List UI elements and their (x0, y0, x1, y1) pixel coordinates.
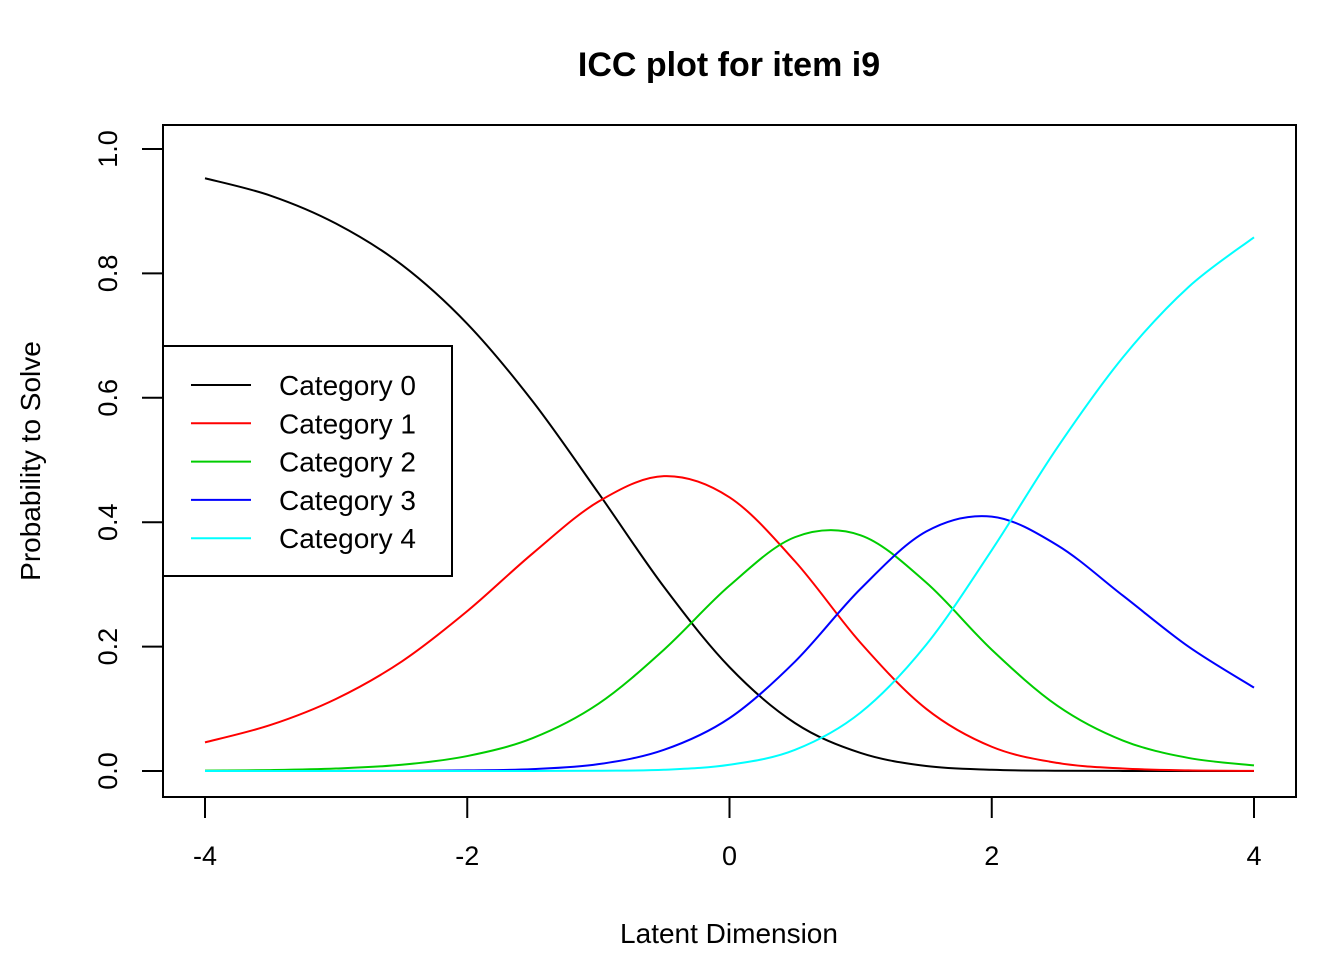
y-tick-label: 0.8 (93, 255, 123, 293)
series-line-category-1 (204, 475, 1255, 772)
legend-label: Category 1 (279, 408, 416, 439)
legend-label: Category 0 (279, 370, 416, 401)
x-tick-label: 2 (984, 841, 999, 871)
legend-item: Category 3 (191, 485, 416, 516)
legend-item: Category 4 (191, 523, 416, 554)
x-tick-label: 0 (722, 841, 737, 871)
y-tick-label: 0.0 (93, 752, 123, 790)
x-axis-label: Latent Dimension (620, 918, 838, 949)
series-line-category-2 (204, 529, 1255, 772)
legend-label: Category 4 (279, 523, 416, 554)
legend-label: Category 2 (279, 447, 416, 478)
x-tick-label: -2 (455, 841, 479, 871)
legend-item: Category 0 (191, 370, 416, 401)
curves (204, 177, 1255, 773)
series-line-category-4 (204, 236, 1255, 773)
y-axis: 0.0 0.2 0.4 0.6 0.8 1.0 (93, 130, 164, 790)
x-axis: -4 -2 0 2 4 (193, 796, 1262, 871)
y-tick-label: 1.0 (93, 130, 123, 168)
x-tick-label: -4 (193, 841, 217, 871)
legend-item: Category 1 (191, 408, 416, 439)
x-tick-label: 4 (1246, 841, 1261, 871)
y-axis-label: Probability to Solve (15, 341, 46, 581)
chart-title: ICC plot for item i9 (578, 46, 880, 84)
legend-item: Category 2 (191, 447, 416, 478)
y-tick-label: 0.6 (93, 379, 123, 417)
y-tick-label: 0.2 (93, 628, 123, 666)
y-tick-label: 0.4 (93, 503, 123, 541)
legend-label: Category 3 (279, 485, 416, 516)
legend: Category 0 Category 1 Category 2 Category 3… (162, 345, 453, 577)
series-line-category-0 (204, 177, 1255, 773)
